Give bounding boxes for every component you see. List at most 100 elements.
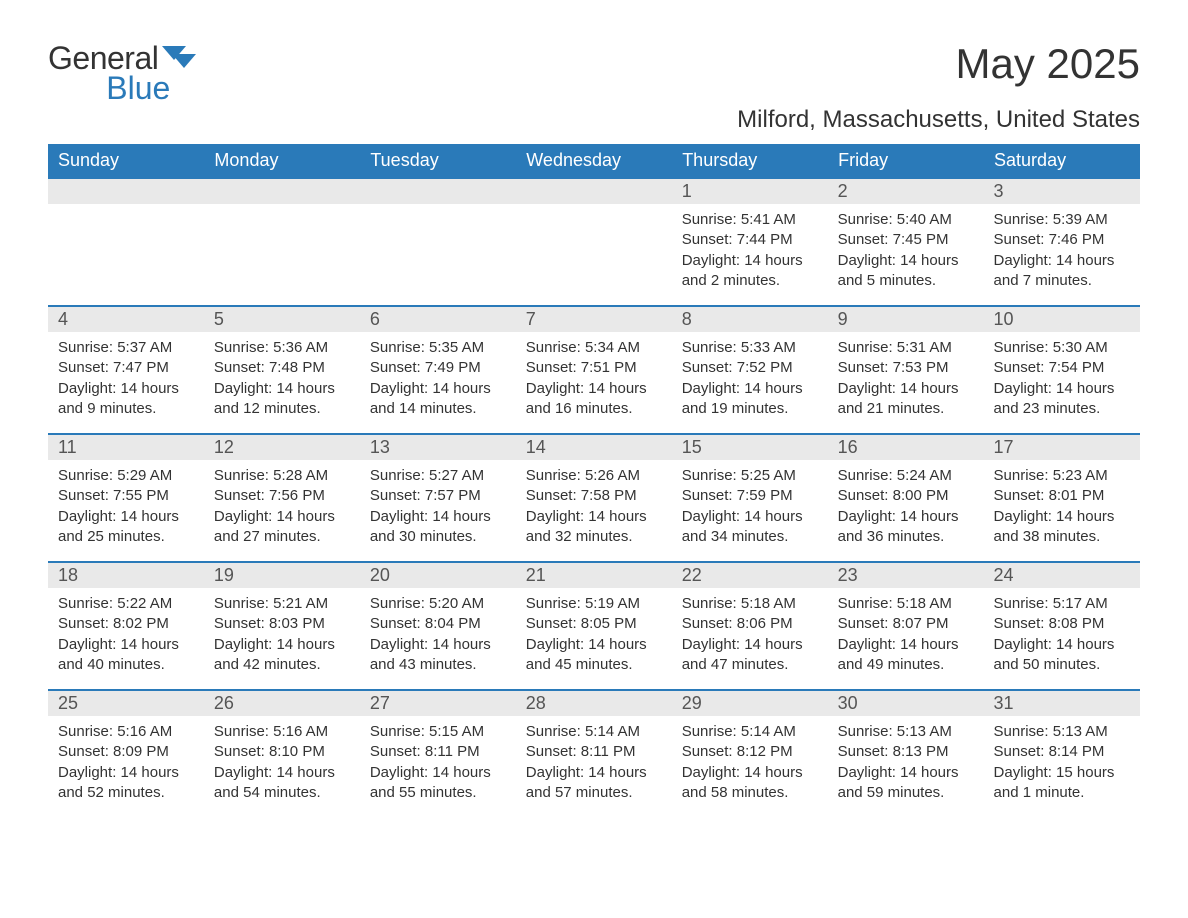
daylight-text: Daylight: 15 hours and 1 minute. — [994, 763, 1130, 804]
daylight-text: Daylight: 14 hours and 54 minutes. — [214, 763, 350, 804]
day-content: Sunrise: 5:27 AMSunset: 7:57 PMDaylight:… — [360, 460, 516, 551]
day-content: Sunrise: 5:20 AMSunset: 8:04 PMDaylight:… — [360, 588, 516, 679]
sunrise-text: Sunrise: 5:24 AM — [838, 466, 974, 486]
sunset-text: Sunset: 8:11 PM — [370, 742, 506, 762]
sunset-text: Sunset: 7:48 PM — [214, 358, 350, 378]
daylight-text: Daylight: 14 hours and 52 minutes. — [58, 763, 194, 804]
daylight-text: Daylight: 14 hours and 25 minutes. — [58, 507, 194, 548]
day-content: Sunrise: 5:18 AMSunset: 8:07 PMDaylight:… — [828, 588, 984, 679]
day-number: 12 — [204, 435, 360, 460]
daylight-text: Daylight: 14 hours and 2 minutes. — [682, 251, 818, 292]
calendar-body: 1Sunrise: 5:41 AMSunset: 7:44 PMDaylight… — [48, 178, 1140, 818]
calendar-cell: 11Sunrise: 5:29 AMSunset: 7:55 PMDayligh… — [48, 434, 204, 562]
day-content: Sunrise: 5:30 AMSunset: 7:54 PMDaylight:… — [984, 332, 1140, 423]
daylight-text: Daylight: 14 hours and 59 minutes. — [838, 763, 974, 804]
daylight-text: Daylight: 14 hours and 55 minutes. — [370, 763, 506, 804]
sunset-text: Sunset: 7:45 PM — [838, 230, 974, 250]
day-number: 3 — [984, 179, 1140, 204]
logo: General Blue — [48, 40, 196, 77]
sunset-text: Sunset: 7:46 PM — [994, 230, 1130, 250]
calendar-cell: 10Sunrise: 5:30 AMSunset: 7:54 PMDayligh… — [984, 306, 1140, 434]
day-number — [48, 179, 204, 204]
daylight-text: Daylight: 14 hours and 30 minutes. — [370, 507, 506, 548]
sunset-text: Sunset: 8:06 PM — [682, 614, 818, 634]
sunset-text: Sunset: 7:49 PM — [370, 358, 506, 378]
daylight-text: Daylight: 14 hours and 45 minutes. — [526, 635, 662, 676]
daylight-text: Daylight: 14 hours and 19 minutes. — [682, 379, 818, 420]
day-content: Sunrise: 5:33 AMSunset: 7:52 PMDaylight:… — [672, 332, 828, 423]
day-number — [360, 179, 516, 204]
calendar-cell: 29Sunrise: 5:14 AMSunset: 8:12 PMDayligh… — [672, 690, 828, 818]
sunrise-text: Sunrise: 5:25 AM — [682, 466, 818, 486]
daylight-text: Daylight: 14 hours and 57 minutes. — [526, 763, 662, 804]
sunset-text: Sunset: 8:13 PM — [838, 742, 974, 762]
sunset-text: Sunset: 7:54 PM — [994, 358, 1130, 378]
daylight-text: Daylight: 14 hours and 16 minutes. — [526, 379, 662, 420]
day-number: 21 — [516, 563, 672, 588]
sunset-text: Sunset: 8:03 PM — [214, 614, 350, 634]
calendar-cell: 9Sunrise: 5:31 AMSunset: 7:53 PMDaylight… — [828, 306, 984, 434]
calendar-cell — [516, 178, 672, 306]
sunrise-text: Sunrise: 5:37 AM — [58, 338, 194, 358]
day-content: Sunrise: 5:18 AMSunset: 8:06 PMDaylight:… — [672, 588, 828, 679]
day-header: Sunday — [48, 144, 204, 178]
sunrise-text: Sunrise: 5:22 AM — [58, 594, 194, 614]
calendar-cell: 14Sunrise: 5:26 AMSunset: 7:58 PMDayligh… — [516, 434, 672, 562]
sunset-text: Sunset: 8:01 PM — [994, 486, 1130, 506]
day-number — [516, 179, 672, 204]
day-content: Sunrise: 5:13 AMSunset: 8:13 PMDaylight:… — [828, 716, 984, 807]
daylight-text: Daylight: 14 hours and 23 minutes. — [994, 379, 1130, 420]
day-content: Sunrise: 5:40 AMSunset: 7:45 PMDaylight:… — [828, 204, 984, 295]
day-number: 6 — [360, 307, 516, 332]
calendar-cell: 18Sunrise: 5:22 AMSunset: 8:02 PMDayligh… — [48, 562, 204, 690]
sunset-text: Sunset: 8:10 PM — [214, 742, 350, 762]
sunrise-text: Sunrise: 5:33 AM — [682, 338, 818, 358]
day-number — [204, 179, 360, 204]
day-number: 15 — [672, 435, 828, 460]
day-header: Thursday — [672, 144, 828, 178]
day-content: Sunrise: 5:34 AMSunset: 7:51 PMDaylight:… — [516, 332, 672, 423]
day-content: Sunrise: 5:28 AMSunset: 7:56 PMDaylight:… — [204, 460, 360, 551]
day-content: Sunrise: 5:25 AMSunset: 7:59 PMDaylight:… — [672, 460, 828, 551]
day-header: Friday — [828, 144, 984, 178]
day-content: Sunrise: 5:14 AMSunset: 8:12 PMDaylight:… — [672, 716, 828, 807]
sunrise-text: Sunrise: 5:17 AM — [994, 594, 1130, 614]
page-title: May 2025 — [956, 40, 1140, 88]
sunrise-text: Sunrise: 5:21 AM — [214, 594, 350, 614]
day-content — [204, 204, 360, 214]
calendar-cell — [360, 178, 516, 306]
sunset-text: Sunset: 7:53 PM — [838, 358, 974, 378]
sunrise-text: Sunrise: 5:20 AM — [370, 594, 506, 614]
calendar-cell: 16Sunrise: 5:24 AMSunset: 8:00 PMDayligh… — [828, 434, 984, 562]
logo-text-blue: Blue — [106, 70, 170, 107]
sunset-text: Sunset: 7:52 PM — [682, 358, 818, 378]
day-content: Sunrise: 5:26 AMSunset: 7:58 PMDaylight:… — [516, 460, 672, 551]
sunrise-text: Sunrise: 5:15 AM — [370, 722, 506, 742]
calendar-cell: 3Sunrise: 5:39 AMSunset: 7:46 PMDaylight… — [984, 178, 1140, 306]
day-content: Sunrise: 5:19 AMSunset: 8:05 PMDaylight:… — [516, 588, 672, 679]
day-header: Wednesday — [516, 144, 672, 178]
daylight-text: Daylight: 14 hours and 14 minutes. — [370, 379, 506, 420]
sunset-text: Sunset: 8:08 PM — [994, 614, 1130, 634]
sunset-text: Sunset: 7:58 PM — [526, 486, 662, 506]
calendar-cell: 6Sunrise: 5:35 AMSunset: 7:49 PMDaylight… — [360, 306, 516, 434]
page-subtitle: Milford, Massachusetts, United States — [48, 106, 1140, 134]
daylight-text: Daylight: 14 hours and 5 minutes. — [838, 251, 974, 292]
day-number: 28 — [516, 691, 672, 716]
day-number: 17 — [984, 435, 1140, 460]
sunrise-text: Sunrise: 5:13 AM — [838, 722, 974, 742]
daylight-text: Daylight: 14 hours and 40 minutes. — [58, 635, 194, 676]
calendar-week: 18Sunrise: 5:22 AMSunset: 8:02 PMDayligh… — [48, 562, 1140, 690]
sunset-text: Sunset: 8:12 PM — [682, 742, 818, 762]
day-number: 27 — [360, 691, 516, 716]
calendar-week: 25Sunrise: 5:16 AMSunset: 8:09 PMDayligh… — [48, 690, 1140, 818]
sunset-text: Sunset: 8:02 PM — [58, 614, 194, 634]
sunrise-text: Sunrise: 5:18 AM — [682, 594, 818, 614]
daylight-text: Daylight: 14 hours and 27 minutes. — [214, 507, 350, 548]
calendar-cell: 22Sunrise: 5:18 AMSunset: 8:06 PMDayligh… — [672, 562, 828, 690]
day-number: 23 — [828, 563, 984, 588]
daylight-text: Daylight: 14 hours and 50 minutes. — [994, 635, 1130, 676]
day-content: Sunrise: 5:29 AMSunset: 7:55 PMDaylight:… — [48, 460, 204, 551]
sunrise-text: Sunrise: 5:16 AM — [58, 722, 194, 742]
calendar-cell: 4Sunrise: 5:37 AMSunset: 7:47 PMDaylight… — [48, 306, 204, 434]
